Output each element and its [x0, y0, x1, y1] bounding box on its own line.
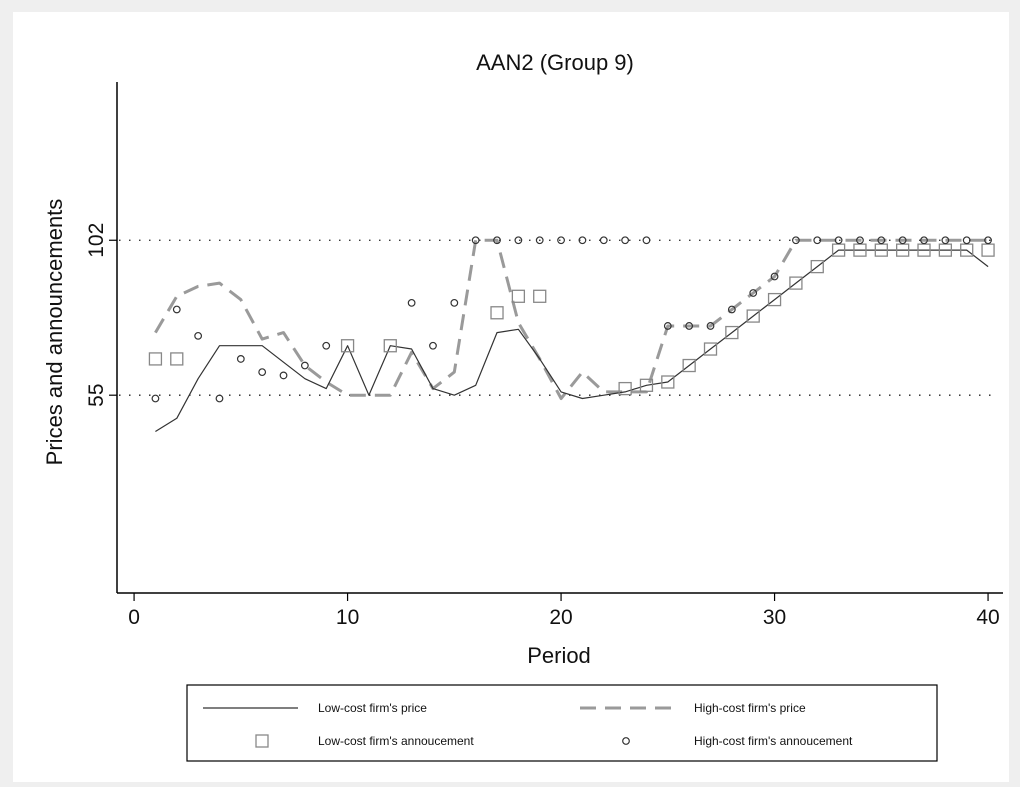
- low-cost-announcement-point: [682, 358, 696, 373]
- x-tick-label: 0: [128, 606, 140, 629]
- x-tick-label: 30: [763, 606, 786, 629]
- high-cost-announcement-point: [770, 272, 779, 281]
- legend-label-high-cost-price: High-cost firm's price: [694, 701, 806, 715]
- high-cost-announcement-point: [236, 355, 245, 363]
- legend-label-high-cost-announcement: High-cost firm's annoucement: [694, 734, 853, 748]
- legend-label-low-cost-price: Low-cost firm's price: [318, 701, 427, 715]
- x-tick-label: 40: [976, 606, 999, 629]
- high-cost-announcement-point: [279, 371, 288, 380]
- high-cost-announcement-point: [792, 236, 800, 245]
- legend-key-low-cost-announcement: [255, 734, 269, 748]
- x-tick-label: 10: [336, 606, 359, 629]
- series-line-high-cost-price: [154, 238, 989, 400]
- high-cost-announcement-point: [877, 236, 886, 245]
- high-cost-announcement-point: [535, 236, 544, 245]
- high-cost-announcement-point: [578, 236, 587, 245]
- y-tick-label: 102: [85, 223, 108, 258]
- low-cost-announcement-point: [170, 352, 184, 366]
- plot-panel: [13, 12, 1009, 782]
- high-cost-announcement-point: [322, 341, 331, 350]
- high-cost-announcement-point: [621, 236, 630, 245]
- low-cost-announcement-point: [789, 276, 803, 290]
- y-tick-label: 55: [85, 384, 108, 407]
- low-cost-announcement-point: [383, 339, 397, 353]
- low-cost-announcement-point: [511, 289, 526, 303]
- legend-key-high-cost-announcement: [622, 737, 630, 745]
- x-axis-label: Period: [527, 643, 591, 668]
- high-cost-announcement-point: [813, 236, 822, 245]
- high-cost-announcement-point: [856, 236, 864, 245]
- high-cost-announcement-point: [834, 236, 843, 245]
- low-cost-announcement-point: [533, 289, 547, 303]
- legend-box: [186, 684, 938, 762]
- high-cost-announcement-point: [429, 341, 437, 350]
- low-cost-announcement-point: [490, 306, 504, 320]
- high-cost-announcement-point: [450, 298, 459, 307]
- high-cost-announcement-point: [258, 368, 267, 377]
- high-cost-announcement-point: [663, 322, 672, 330]
- high-cost-announcement-point: [493, 236, 501, 245]
- low-cost-announcement-point: [981, 243, 995, 257]
- y-axis-label: Prices and announcements: [42, 199, 67, 466]
- high-cost-announcement-point: [920, 236, 928, 245]
- high-cost-announcement-point: [407, 298, 416, 307]
- low-cost-announcement-point: [725, 325, 739, 340]
- low-cost-announcement-point: [618, 381, 632, 396]
- low-cost-announcement-point: [148, 352, 163, 366]
- low-cost-announcement-point: [810, 259, 824, 274]
- low-cost-announcement-point: [639, 378, 654, 392]
- plot-area: 0 10 20 30 40 55 102: [85, 82, 1003, 629]
- high-cost-announcement-point: [685, 322, 694, 330]
- high-cost-announcement-point: [984, 236, 992, 245]
- high-cost-announcement-point: [749, 289, 758, 297]
- high-cost-announcement-point: [194, 331, 203, 340]
- low-cost-announcement-point: [340, 339, 355, 353]
- low-cost-announcement-point: [746, 309, 760, 323]
- high-cost-announcement-point: [151, 394, 160, 403]
- high-cost-announcement-point: [727, 305, 736, 314]
- high-cost-announcement-point: [471, 236, 480, 245]
- high-cost-announcement-point: [642, 236, 651, 245]
- high-cost-announcement-point: [215, 394, 224, 403]
- low-cost-announcement-point: [767, 292, 782, 307]
- high-cost-announcement-point: [962, 236, 971, 245]
- high-cost-announcement-point: [300, 361, 309, 370]
- high-cost-announcement-point: [514, 236, 523, 245]
- x-tick-label: 20: [549, 606, 572, 629]
- low-cost-announcement-point: [661, 375, 675, 389]
- high-cost-announcement-point: [898, 236, 907, 245]
- series-line-low-cost-price: [155, 249, 989, 433]
- chart-title: AAN2 (Group 9): [476, 50, 634, 75]
- low-cost-announcement-point: [703, 342, 718, 356]
- high-cost-announcement-point: [599, 236, 608, 245]
- legend: Low-cost firm's price High-cost firm's pr…: [186, 684, 938, 762]
- legend-label-low-cost-announcement: Low-cost firm's annoucement: [318, 734, 474, 748]
- high-cost-announcement-point: [941, 236, 950, 245]
- high-cost-announcement-point: [557, 236, 565, 245]
- high-cost-announcement-point: [706, 322, 715, 330]
- high-cost-announcement-point: [172, 305, 181, 314]
